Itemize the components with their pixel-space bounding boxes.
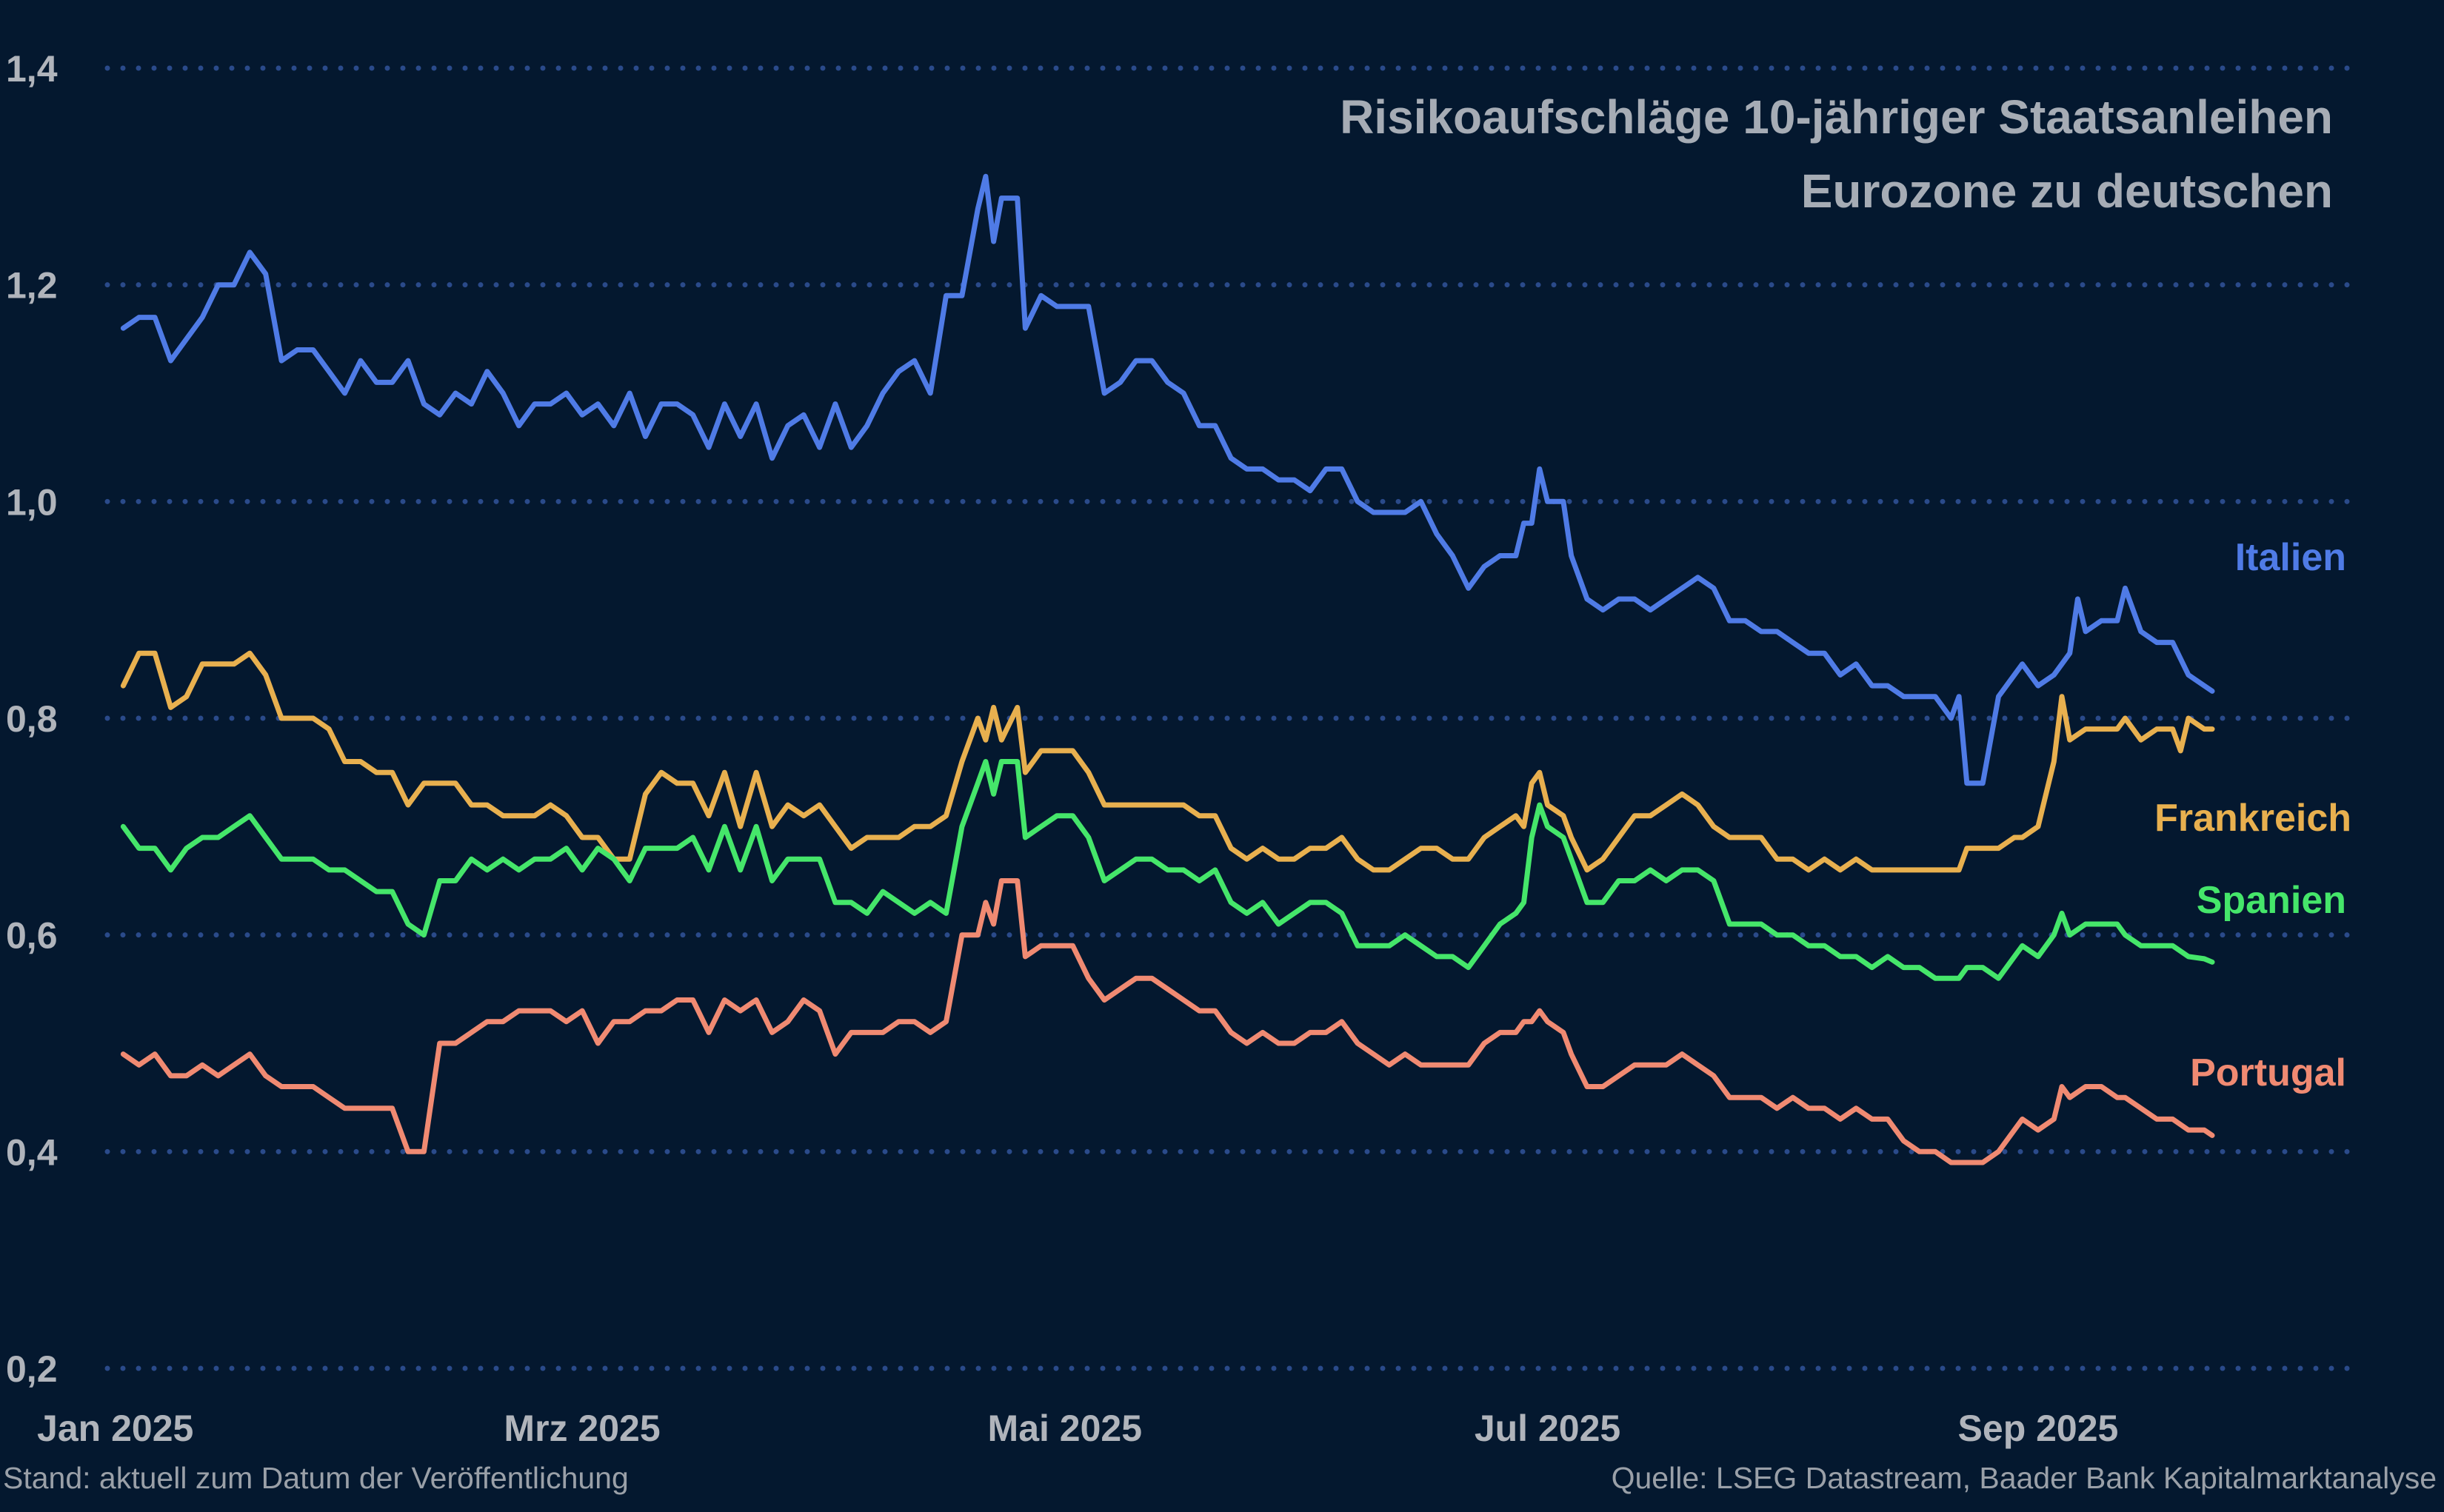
chart-title-line-1: Risikoaufschläge 10-jähriger Staatsanlei… xyxy=(1340,90,2333,144)
x-tick-label: Sep 2025 xyxy=(1958,1408,2119,1449)
series-line-portugal xyxy=(120,878,2215,1165)
series-label-portugal: Portugal xyxy=(2190,1051,2346,1094)
y-tick-label: 0,2 xyxy=(6,1348,58,1390)
x-tick-label: Mrz 2025 xyxy=(504,1408,660,1449)
y-tick-label: 0,6 xyxy=(6,915,58,957)
y-tick-label: 0,4 xyxy=(6,1131,58,1173)
y-axis-ticks: 1,4 1,2 1,0 0,8 0,6 0,4 0,2 xyxy=(6,48,58,1390)
chart-title-line-2: Eurozone zu deutschen xyxy=(1801,164,2333,218)
series-line-spanien xyxy=(120,759,2215,981)
grid-lines xyxy=(104,65,2365,1371)
series-line-italien xyxy=(120,173,2215,786)
series-label-spanien: Spanien xyxy=(2197,879,2346,922)
series-label-italien: Italien xyxy=(2235,536,2346,579)
x-axis-ticks: Jan 2025 Mrz 2025 Mai 2025 Jul 2025 Sep 2025 xyxy=(37,1408,2118,1449)
y-tick-label: 0,8 xyxy=(6,698,58,740)
x-tick-label: Mai 2025 xyxy=(988,1408,1142,1449)
series-lines xyxy=(120,173,2215,1165)
y-tick-label: 1,2 xyxy=(6,265,58,307)
footer-source: Quelle: LSEG Datastream, Baader Bank Kap… xyxy=(1612,1461,2437,1495)
x-tick-label: Jan 2025 xyxy=(37,1408,193,1449)
y-tick-label: 1,4 xyxy=(6,48,58,90)
series-labels: Italien Frankreich Spanien Portugal xyxy=(2154,536,2351,1094)
footer-stand: Stand: aktuell zum Datum der Veröffentli… xyxy=(3,1461,629,1495)
y-tick-label: 1,0 xyxy=(6,481,58,523)
series-line-frankreich xyxy=(120,650,2215,873)
chart-title: Risikoaufschläge 10-jähriger Staatsanlei… xyxy=(1340,90,2333,218)
x-tick-label: Jul 2025 xyxy=(1475,1408,1620,1449)
series-label-frankreich: Frankreich xyxy=(2154,797,2351,840)
